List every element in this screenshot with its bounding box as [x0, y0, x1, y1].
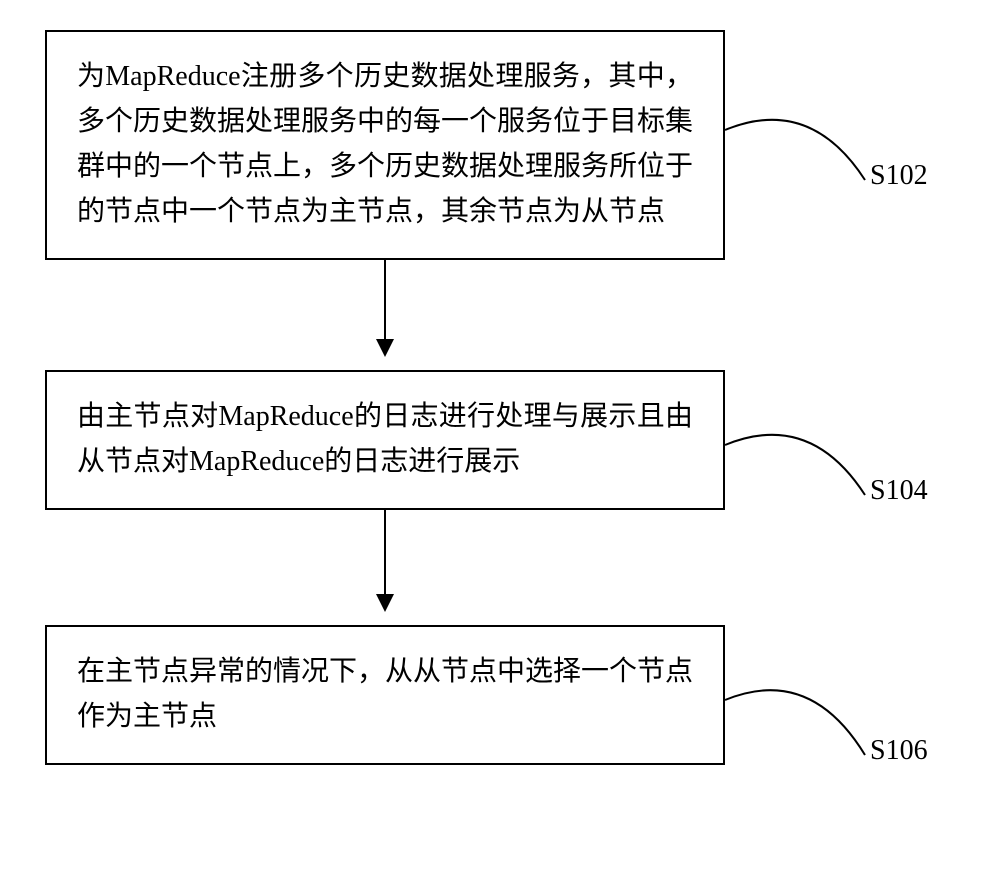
step-label-2: S104 [870, 475, 928, 507]
flowchart-container: 为MapReduce注册多个历史数据处理服务，其中，多个历史数据处理服务中的每一… [0, 0, 1000, 873]
connector-1-path [725, 120, 865, 180]
flowchart-step-1: 为MapReduce注册多个历史数据处理服务，其中，多个历史数据处理服务中的每一… [45, 30, 725, 260]
connector-3-path [725, 690, 865, 755]
arrow-1-to-2 [384, 260, 386, 355]
step-1-text: 为MapReduce注册多个历史数据处理服务，其中，多个历史数据处理服务中的每一… [77, 55, 693, 234]
arrow-2-to-3 [384, 510, 386, 610]
step-3-text: 在主节点异常的情况下，从从节点中选择一个节点作为主节点 [77, 650, 693, 740]
connector-2-path [725, 435, 865, 495]
step-label-1: S102 [870, 160, 928, 192]
flowchart-step-3: 在主节点异常的情况下，从从节点中选择一个节点作为主节点 [45, 625, 725, 765]
step-label-3: S106 [870, 735, 928, 767]
flowchart-step-2: 由主节点对MapReduce的日志进行处理与展示且由从节点对MapReduce的… [45, 370, 725, 510]
step-2-text: 由主节点对MapReduce的日志进行处理与展示且由从节点对MapReduce的… [77, 395, 693, 485]
